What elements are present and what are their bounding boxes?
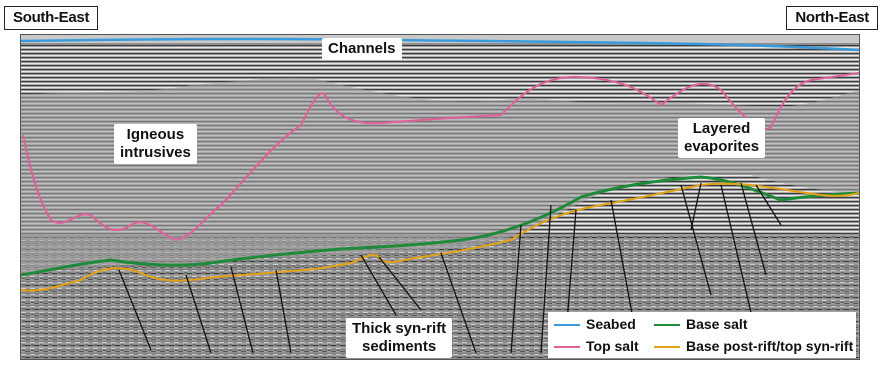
legend-label-top-salt: Top salt xyxy=(586,338,639,354)
legend: Seabed Top salt Base salt Base post-rift… xyxy=(548,312,856,358)
legend-item-seabed: Seabed xyxy=(554,314,636,334)
label-north-east: North-East xyxy=(786,6,878,30)
annotation-channels-text: Channels xyxy=(328,40,396,57)
legend-item-top-salt: Top salt xyxy=(554,336,639,356)
annotation-layered-line2: evaporites xyxy=(684,138,760,155)
annotation-thick-syn-rift: Thick syn-rift sediments xyxy=(346,318,453,358)
annotation-channels: Channels xyxy=(322,38,402,60)
annotation-igneous-line1: Igneous xyxy=(126,126,185,143)
legend-label-base-post-rift: Base post-rift/top syn-rift xyxy=(686,338,854,354)
legend-item-base-post-rift: Base post-rift/top syn-rift xyxy=(654,336,853,356)
legend-swatch-top-salt xyxy=(554,346,580,349)
annotation-layered-evaporites: Layered evaporites xyxy=(678,118,766,158)
annotation-igneous-intrusives: Igneous intrusives xyxy=(114,124,197,164)
annotation-layered-line1: Layered xyxy=(692,120,751,137)
annotation-thick-line1: Thick syn-rift xyxy=(352,320,447,337)
legend-swatch-seabed xyxy=(554,324,580,327)
legend-label-base-salt: Base salt xyxy=(686,316,748,332)
annotation-igneous-line2: intrusives xyxy=(120,144,191,161)
legend-swatch-base-salt xyxy=(654,324,680,327)
legend-label-seabed: Seabed xyxy=(586,316,636,332)
label-south-east: South-East xyxy=(4,6,99,30)
legend-swatch-base-post-rift xyxy=(654,346,680,349)
annotation-thick-line2: sediments xyxy=(361,338,437,355)
legend-item-base-salt: Base salt xyxy=(654,314,747,334)
